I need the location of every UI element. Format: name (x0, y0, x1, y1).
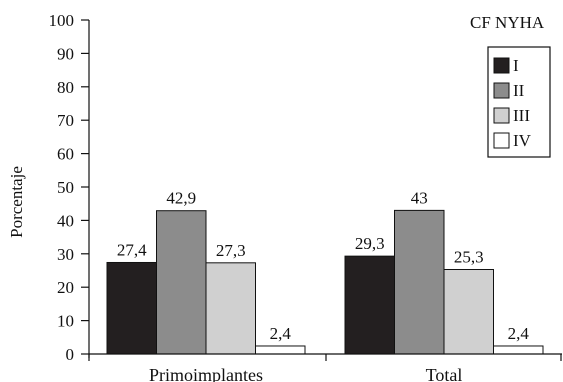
category-labels-group: Primoimplantes Total (149, 365, 462, 382)
legend-title: CF NYHA (470, 13, 545, 32)
y-tick-label: 20 (57, 278, 74, 297)
y-tick-label: 40 (57, 211, 74, 230)
category-label: Primoimplantes (149, 365, 263, 382)
data-label: 27,3 (216, 241, 246, 260)
bar-iii-total (443, 268, 494, 355)
bar-ii-primoimplantes (156, 210, 207, 355)
legend-label: III (513, 106, 530, 125)
data-label: 29,3 (355, 234, 385, 253)
bar-ii-total (394, 209, 445, 355)
bars-group (106, 209, 544, 355)
legend-label: II (513, 81, 525, 100)
y-ticks-group: 0 10 20 30 40 50 60 70 80 90 100 (49, 11, 89, 364)
axes-group (88, 20, 562, 361)
data-label: 2,4 (270, 324, 292, 343)
legend-swatch-iii (493, 107, 510, 124)
data-label: 27,4 (117, 240, 147, 259)
y-tick-label: 70 (57, 111, 74, 130)
y-tick-label: 10 (57, 312, 74, 331)
y-tick-label: 100 (49, 11, 75, 30)
y-tick-label: 60 (57, 145, 74, 164)
data-label: 2,4 (508, 324, 530, 343)
y-tick-label: 0 (66, 345, 75, 364)
data-label: 25,3 (454, 247, 484, 266)
y-tick-label: 90 (57, 44, 74, 63)
legend-swatch-ii (493, 82, 510, 99)
legend-label: I (513, 56, 519, 75)
data-labels-group: 27,4 42,9 27,3 2,4 29,3 43 25,3 2,4 (117, 188, 530, 343)
legend-label: IV (513, 131, 532, 150)
bar-iv-total (493, 345, 544, 355)
y-tick-label: 50 (57, 178, 74, 197)
y-tick-label: 80 (57, 78, 74, 97)
legend-swatch-iv (493, 132, 510, 149)
y-tick-label: 30 (57, 245, 74, 264)
bar-iv-primoimplantes (255, 345, 306, 355)
data-label: 42,9 (166, 189, 196, 208)
bar-i-primoimplantes (106, 261, 157, 355)
y-axis-title: Porcentaje (7, 166, 26, 238)
data-label: 43 (411, 188, 428, 207)
bar-i-total (344, 255, 395, 355)
legend-swatch-i (493, 57, 510, 74)
category-label: Total (426, 365, 463, 382)
bar-iii-primoimplantes (205, 262, 256, 355)
